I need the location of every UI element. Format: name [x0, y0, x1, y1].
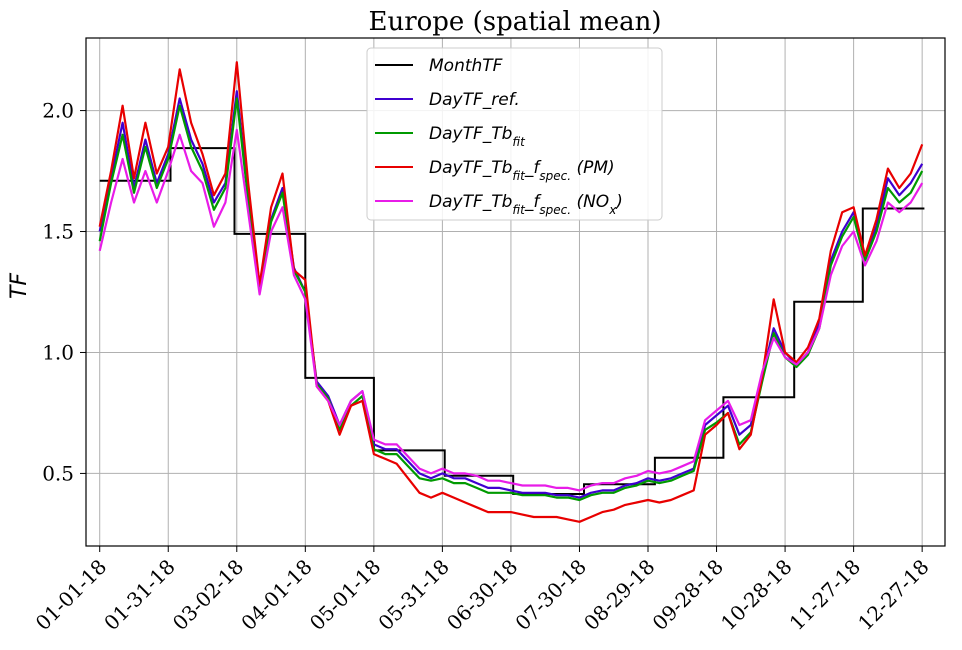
series-line-daytf-nox [98, 128, 924, 492]
legend: MonthTF DayTF_ref. DayTF_Tbfit DayTF_Tbfit_… [366, 47, 663, 221]
legend-label: DayTF_Tbfit_fspec. (PM) [429, 158, 615, 183]
x-tick-label: 05-31-18 [373, 555, 454, 636]
y-tick-label: 1.5 [42, 220, 74, 244]
chart-title: Europe (spatial mean) [368, 7, 661, 37]
legend-label: DayTF_Tbfit [429, 124, 526, 149]
x-axis: 01-01-1801-31-1803-02-1804-01-1805-01-18… [31, 546, 934, 635]
x-tick-label: 05-01-18 [305, 555, 386, 636]
axes-frame [85, 37, 946, 547]
legend-label: DayTF_Tbfit_fspec. (NOx) [429, 192, 623, 217]
x-tick-label: 06-30-18 [442, 555, 523, 636]
x-tick-label: 12-27-18 [853, 555, 934, 636]
x-tick-label: 08-29-18 [579, 555, 660, 636]
legend-label: DayTF_ref. [429, 90, 520, 110]
series-line-monthtf [99, 147, 925, 495]
y-tick-label: 2.0 [42, 99, 74, 123]
x-tick-label: 03-02-18 [168, 555, 249, 636]
legend-box [366, 47, 663, 221]
y-tick-label: 0.5 [42, 461, 74, 485]
y-axis: 0.5 1.0 1.5 2.0 [42, 99, 86, 485]
x-tick-label: 09-28-18 [648, 555, 729, 636]
x-tick-label: 11-27-18 [785, 555, 866, 636]
legend-label: MonthTF [429, 56, 503, 76]
series-layer [98, 61, 925, 523]
series-line-daytf-pm [98, 61, 924, 523]
x-tick-label: 01-01-18 [31, 555, 112, 636]
x-tick-label: 07-30-18 [510, 555, 591, 636]
y-tick-label: 1.0 [42, 340, 74, 364]
x-tick-label: 04-01-18 [236, 555, 317, 636]
x-tick-label: 01-31-18 [99, 555, 180, 636]
x-tick-label: 10-28-18 [716, 555, 797, 636]
y-axis-label: TF [7, 273, 32, 299]
